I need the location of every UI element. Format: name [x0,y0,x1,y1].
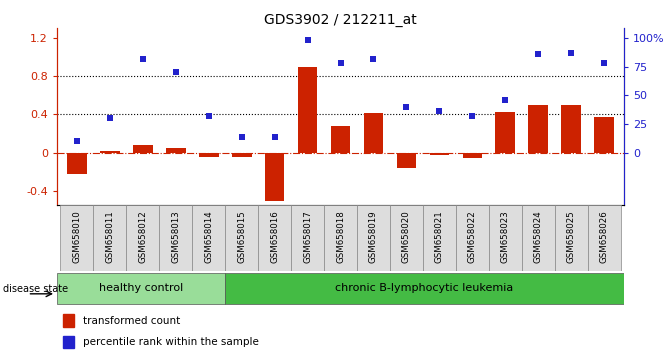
Bar [495,112,515,153]
Bar [192,205,225,271]
Bar [456,205,489,271]
Bar [62,314,74,327]
Text: transformed count: transformed count [83,316,180,326]
Text: GSM658012: GSM658012 [138,211,147,263]
Text: chronic B-lymphocytic leukemia: chronic B-lymphocytic leukemia [336,283,514,293]
Bar [588,205,621,271]
Bar [397,153,416,168]
Text: GSM658020: GSM658020 [402,211,411,263]
Bar [225,273,624,304]
Bar [133,145,152,153]
Bar [298,67,317,153]
Text: GSM658017: GSM658017 [303,211,312,263]
Text: GSM658019: GSM658019 [369,211,378,263]
Text: GSM658010: GSM658010 [72,211,81,263]
Bar [555,205,588,271]
Bar [60,205,93,271]
Bar [166,148,186,153]
Bar [126,205,159,271]
Text: GSM658025: GSM658025 [567,211,576,263]
Bar [265,153,285,200]
Bar [225,205,258,271]
Bar [291,205,324,271]
Text: GSM658014: GSM658014 [204,211,213,263]
Text: GSM658022: GSM658022 [468,211,477,263]
Bar [159,205,192,271]
Text: percentile rank within the sample: percentile rank within the sample [83,337,258,347]
Bar [462,153,482,159]
Text: GSM658016: GSM658016 [270,211,279,263]
Bar [231,153,252,158]
Bar [390,205,423,271]
Bar [562,105,581,153]
Bar [595,117,614,153]
Bar [429,153,450,155]
Bar [324,205,357,271]
Bar [489,205,522,271]
Text: GSM658023: GSM658023 [501,211,510,263]
Bar [423,205,456,271]
Bar [100,151,119,153]
Bar [67,153,87,174]
Bar [331,126,350,153]
Text: GSM658021: GSM658021 [435,211,444,263]
Text: GSM658011: GSM658011 [105,211,114,263]
Bar [364,113,383,153]
Text: GSM658015: GSM658015 [237,211,246,263]
Bar [258,205,291,271]
Bar [57,273,225,304]
Bar [529,105,548,153]
Bar [93,205,126,271]
Text: GSM658013: GSM658013 [171,211,180,263]
Title: GDS3902 / 212211_at: GDS3902 / 212211_at [264,13,417,27]
Text: disease state: disease state [3,284,68,293]
Text: GSM658018: GSM658018 [336,211,345,263]
Bar [522,205,555,271]
Text: GSM658024: GSM658024 [534,211,543,263]
Bar [199,153,219,156]
Text: GSM658026: GSM658026 [600,211,609,263]
Bar [62,336,74,348]
Text: healthy control: healthy control [99,283,183,293]
Bar [357,205,390,271]
